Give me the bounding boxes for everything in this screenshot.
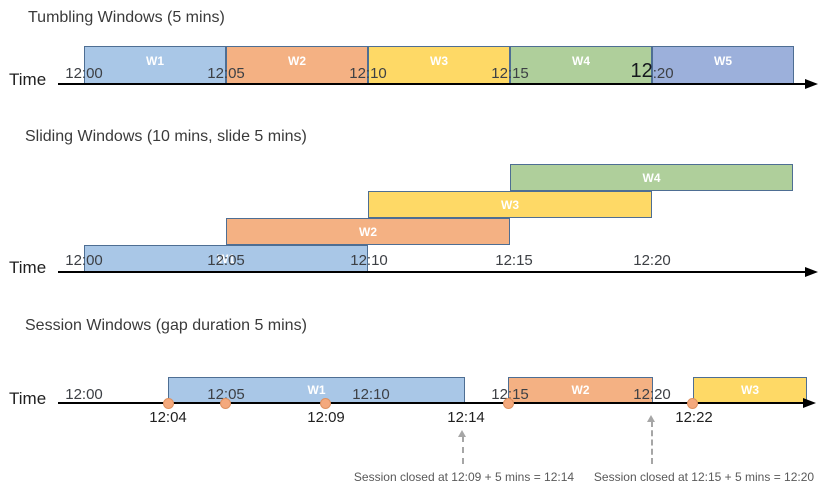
tick-label: 12:10 — [350, 250, 388, 268]
window-label-w2: W2 — [359, 225, 377, 239]
callout-text: Session closed at 12:09 + 5 mins = 12:14 — [353, 470, 575, 484]
event-dot — [220, 398, 231, 409]
window-label-w5: W5 — [714, 54, 732, 68]
time-axis-label: Time — [9, 258, 47, 277]
tick-label: 12:15 — [491, 63, 529, 81]
tick-label: 12:20 — [630, 60, 674, 82]
section-title-tumbling: Tumbling Windows (5 mins) — [28, 9, 225, 26]
axis-arrow-icon — [805, 267, 818, 277]
tick-label: 12:05 — [207, 384, 245, 402]
event-dot — [503, 398, 514, 409]
section-title-session: Session Windows (gap duration 5 mins) — [25, 317, 307, 334]
tick-label-text: 12:15 — [495, 252, 533, 269]
dashed-callout-line — [462, 436, 464, 464]
tick-label-minutes: :20 — [652, 65, 674, 82]
event-dot — [320, 398, 331, 409]
tick-label-text: 12:10 — [352, 386, 390, 403]
axis-arrow-icon — [805, 79, 818, 89]
tick-label: 12:05 — [207, 63, 245, 81]
tick-label-text: 12:00 — [65, 252, 103, 269]
tick-label: 12:10 — [349, 63, 387, 81]
window-bar-w4 — [510, 164, 793, 191]
window-bar-w2 — [226, 218, 510, 245]
dashed-callout-line — [651, 421, 653, 464]
event-time-label: 12:14 — [447, 409, 485, 426]
dashed-callout-arrow-icon — [458, 430, 466, 437]
tick-label-text: 12:10 — [350, 252, 388, 269]
window-label-w2: W2 — [288, 54, 306, 68]
tick-label: 12:00 — [65, 250, 103, 268]
timeline-axis — [58, 271, 806, 273]
tick-label-text: 12:20 — [633, 252, 671, 269]
window-bar-w3 — [368, 191, 652, 218]
window-label-w1: W1 — [217, 252, 235, 266]
tick-label: 12:20 — [633, 384, 671, 402]
tick-label: 12:15 — [495, 250, 533, 268]
callout-text: Session closed at 12:15 + 5 mins = 12:20 — [593, 470, 815, 484]
tick-label-text: 12:15 — [491, 65, 529, 82]
timeline-axis — [58, 83, 806, 85]
window-label-w3: W3 — [430, 54, 448, 68]
section-title-sliding: Sliding Windows (10 mins, slide 5 mins) — [25, 128, 307, 145]
window-label-w2: W2 — [571, 383, 590, 397]
window-label-w3: W3 — [501, 198, 519, 212]
tick-label-text: 12:00 — [65, 386, 103, 403]
tick-label-text: 12:05 — [207, 252, 245, 269]
window-bar-w4 — [510, 46, 652, 84]
tick-label: 12:00 — [65, 63, 103, 81]
event-dot — [687, 398, 698, 409]
window-label-w3: W3 — [741, 383, 759, 397]
tick-label-text: 12:05 — [207, 65, 245, 82]
tick-label: 12:15 — [491, 384, 529, 402]
window-bar-w1 — [84, 46, 226, 84]
tick-label-text: 12:10 — [349, 65, 387, 82]
event-time-label: 12:04 — [149, 409, 187, 426]
tick-label: 12:00 — [65, 384, 103, 402]
tick-label: 12:05 — [207, 250, 245, 268]
event-time-label: 12:09 — [307, 409, 345, 426]
window-bar-w2 — [226, 46, 368, 84]
window-label-w4: W4 — [572, 54, 590, 68]
tick-label-text: 12:15 — [491, 386, 529, 403]
timeline-axis — [58, 402, 804, 404]
event-dot — [163, 398, 174, 409]
window-label-w1: W1 — [146, 54, 164, 68]
tick-label: 12:20 — [633, 250, 671, 268]
axis-arrow-icon — [803, 398, 816, 408]
window-bar-w1 — [84, 245, 368, 272]
time-axis-label: Time — [9, 70, 47, 89]
tick-label-text: 12:05 — [207, 386, 245, 403]
window-label-w1: W1 — [307, 383, 326, 397]
time-axis-label: Time — [9, 389, 47, 408]
window-label-w4: W4 — [642, 171, 661, 185]
tick-label: 12:10 — [352, 384, 390, 402]
dashed-callout-arrow-icon — [647, 415, 655, 422]
window-bar-w2 — [508, 377, 653, 403]
tick-label-text: 12:20 — [633, 386, 671, 403]
event-time-label: 12:22 — [675, 409, 713, 426]
tick-label-text: 12:00 — [65, 65, 103, 82]
tick-label-hour: 12 — [630, 60, 653, 82]
